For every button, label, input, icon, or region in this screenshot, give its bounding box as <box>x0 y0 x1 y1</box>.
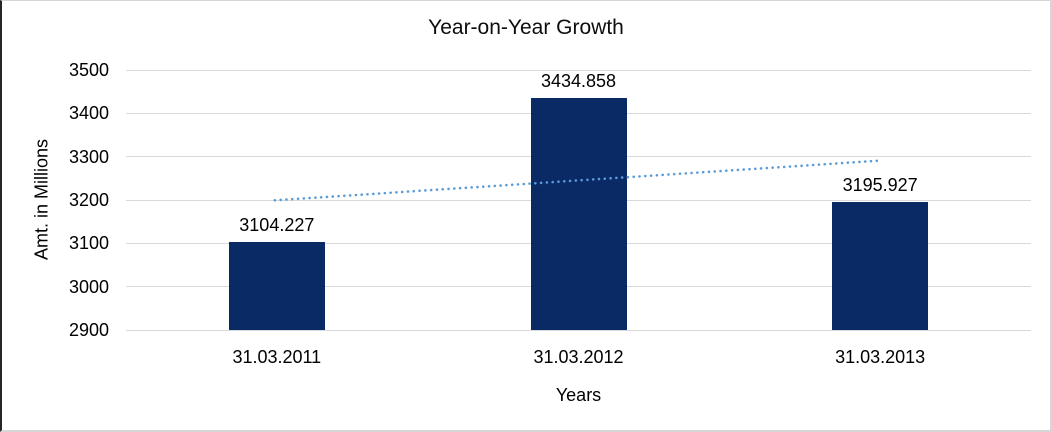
y-tick-label: 3200 <box>68 190 109 210</box>
x-tick-label: 31.03.2012 <box>533 347 624 367</box>
bar-value-label: 3434.858 <box>540 71 617 92</box>
x-tick-label: 31.03.2011 <box>232 347 322 367</box>
y-tick-label: 2900 <box>68 320 109 340</box>
gridline <box>126 329 1031 331</box>
x-tick-label: 31.03.2013 <box>835 347 926 367</box>
x-axis-title: Years <box>555 385 602 405</box>
bar <box>530 98 627 330</box>
bar <box>832 201 929 330</box>
bar <box>228 241 325 330</box>
y-tick-label: 3400 <box>68 103 109 124</box>
y-tick-label: 3000 <box>68 276 109 297</box>
gridline <box>126 69 1031 71</box>
chart-title: Year-on-Year Growth <box>428 16 624 39</box>
bar-value-label: 3195.927 <box>842 174 918 195</box>
bar-value-label: 3104.227 <box>239 214 315 235</box>
y-tick-label: 3300 <box>68 146 109 167</box>
y-tick-label: 3100 <box>68 233 109 254</box>
y-tick-label: 3500 <box>68 60 109 80</box>
